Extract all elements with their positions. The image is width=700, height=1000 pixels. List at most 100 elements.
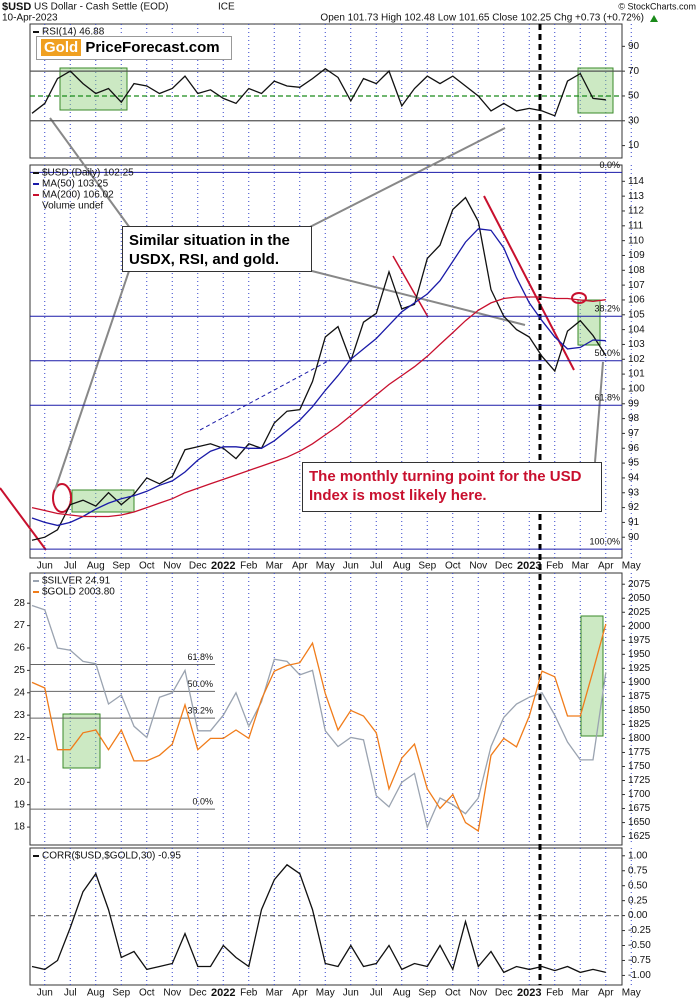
y-tick-label: 1.00 bbox=[628, 850, 648, 861]
y-tick-label: 91 bbox=[628, 517, 640, 528]
y-tick-label: 112 bbox=[628, 206, 644, 217]
y-tick-label: 108 bbox=[628, 265, 645, 276]
x-tick-label: Apr bbox=[598, 988, 614, 999]
y-tick-label: 113 bbox=[628, 191, 644, 202]
x-tick-label: Oct bbox=[445, 988, 461, 999]
y2-tick-label: 23 bbox=[14, 710, 26, 721]
y-tick-label: 1975 bbox=[628, 635, 651, 646]
fib-label: 38.2% bbox=[187, 705, 213, 715]
series-line bbox=[31, 604, 607, 830]
y-tick-label: 99 bbox=[628, 398, 640, 409]
y-tick-label: 105 bbox=[628, 309, 645, 320]
trend-line bbox=[392, 255, 429, 318]
y-tick-label: 30 bbox=[628, 115, 640, 126]
fib-label: 61.8% bbox=[187, 652, 213, 662]
symbol: $USD bbox=[2, 1, 31, 13]
y-tick-label: 96 bbox=[628, 443, 640, 454]
fib-label: 61.8% bbox=[594, 393, 620, 403]
x-tick-label: Feb bbox=[240, 988, 258, 999]
y-tick-label: 1950 bbox=[628, 649, 651, 660]
x-tick-label: Jul bbox=[64, 561, 77, 572]
x-tick-label: Mar bbox=[266, 561, 284, 572]
x-tick-label: Jun bbox=[343, 988, 359, 999]
y-tick-label: 1875 bbox=[628, 691, 651, 702]
y-tick-label: 2075 bbox=[628, 579, 651, 590]
x-tick-label: Oct bbox=[139, 988, 155, 999]
y-tick-label: 1625 bbox=[628, 831, 651, 842]
y-tick-label: -0.75 bbox=[628, 955, 651, 966]
callout-pointers bbox=[49, 117, 604, 491]
y-tick-label: 1800 bbox=[628, 733, 651, 744]
y-tick-label: 50 bbox=[628, 91, 640, 102]
y2-tick-label: 21 bbox=[14, 755, 26, 766]
watermark: © StockCharts.com bbox=[618, 1, 696, 11]
y-tick-label: 1825 bbox=[628, 719, 651, 730]
channel-line bbox=[199, 359, 331, 431]
x-tick-label: Jun bbox=[343, 561, 359, 572]
y-tick-label: -0.25 bbox=[628, 925, 651, 936]
x-tick-label: Jul bbox=[64, 988, 77, 999]
legend-label: $USD (Daily) 102.25 bbox=[42, 168, 134, 179]
logo-text: PriceForecast.com bbox=[85, 39, 220, 56]
subtitle: Volume undef bbox=[42, 201, 103, 212]
series-line bbox=[31, 863, 606, 974]
quote: Open 101.73 High 102.48 Low 101.65 Close… bbox=[320, 13, 644, 24]
fib-label: 0.0% bbox=[192, 797, 213, 807]
x-tick-label: Feb bbox=[546, 988, 564, 999]
y-tick-label: 2025 bbox=[628, 607, 651, 618]
x-tick-label: Sep bbox=[112, 561, 130, 572]
x-tick-label: Mar bbox=[572, 561, 590, 572]
y-tick-label: 70 bbox=[628, 66, 640, 77]
x-tick-label: Sep bbox=[112, 988, 130, 999]
x-tick-label: Dec bbox=[189, 988, 207, 999]
x-tick-label: Apr bbox=[598, 561, 614, 572]
x-tick-label: May bbox=[622, 988, 641, 999]
x-tick-label: Dec bbox=[495, 561, 513, 572]
x-tick-label: Aug bbox=[393, 988, 411, 999]
y-tick-label: 95 bbox=[628, 458, 640, 469]
series-line bbox=[31, 228, 606, 527]
callout: The monthly turning point for the USD In… bbox=[302, 462, 602, 512]
fib-label: 100.0% bbox=[589, 536, 620, 546]
y-tick-label: 1775 bbox=[628, 747, 651, 758]
series-line bbox=[31, 196, 607, 541]
y-tick-label: 98 bbox=[628, 413, 640, 424]
y-tick-label: 1750 bbox=[628, 761, 651, 772]
y2-tick-label: 24 bbox=[14, 687, 26, 698]
highlight bbox=[71, 489, 135, 513]
y-tick-label: 1650 bbox=[628, 817, 651, 828]
y2-tick-label: 28 bbox=[14, 598, 26, 609]
x-tick-label: Jun bbox=[37, 561, 53, 572]
y-tick-label: 90 bbox=[628, 532, 640, 543]
y-tick-label: 2000 bbox=[628, 621, 651, 632]
x-tick-label: Apr bbox=[292, 561, 308, 572]
x-tick-label: May bbox=[622, 561, 641, 572]
up-arrow bbox=[650, 15, 658, 22]
x-tick-label: 2023 bbox=[517, 987, 541, 999]
y-tick-label: 114 bbox=[628, 176, 644, 187]
exchange: ICE bbox=[218, 2, 235, 13]
logo: Gold PriceForecast.com bbox=[36, 36, 232, 60]
legend-label: MA(50) 103.25 bbox=[42, 179, 109, 190]
callout: Similar situation in the USDX, RSI, and … bbox=[122, 226, 312, 272]
x-tick-label: May bbox=[316, 988, 335, 999]
y-tick-label: 111 bbox=[628, 220, 644, 231]
y-tick-label: 10 bbox=[628, 140, 640, 151]
fib-label: 0.0% bbox=[599, 160, 620, 170]
x-tick-label: Mar bbox=[572, 988, 590, 999]
y-tick-label: -1.00 bbox=[628, 970, 651, 981]
y-tick-label: 90 bbox=[628, 41, 640, 52]
x-tick-label: Aug bbox=[393, 561, 411, 572]
fib-label: 38.2% bbox=[594, 304, 620, 314]
y2-tick-label: 22 bbox=[14, 732, 26, 743]
x-tick-label: Nov bbox=[469, 561, 487, 572]
series-line bbox=[31, 67, 606, 117]
y-tick-label: 0.50 bbox=[628, 880, 648, 891]
y-tick-label: 102 bbox=[628, 354, 645, 365]
x-tick-label: 2022 bbox=[211, 987, 235, 999]
highlight bbox=[577, 67, 614, 114]
x-tick-label: Mar bbox=[266, 988, 284, 999]
legend-label: $SILVER 24.91 bbox=[42, 576, 111, 587]
y-tick-label: 1700 bbox=[628, 789, 651, 800]
